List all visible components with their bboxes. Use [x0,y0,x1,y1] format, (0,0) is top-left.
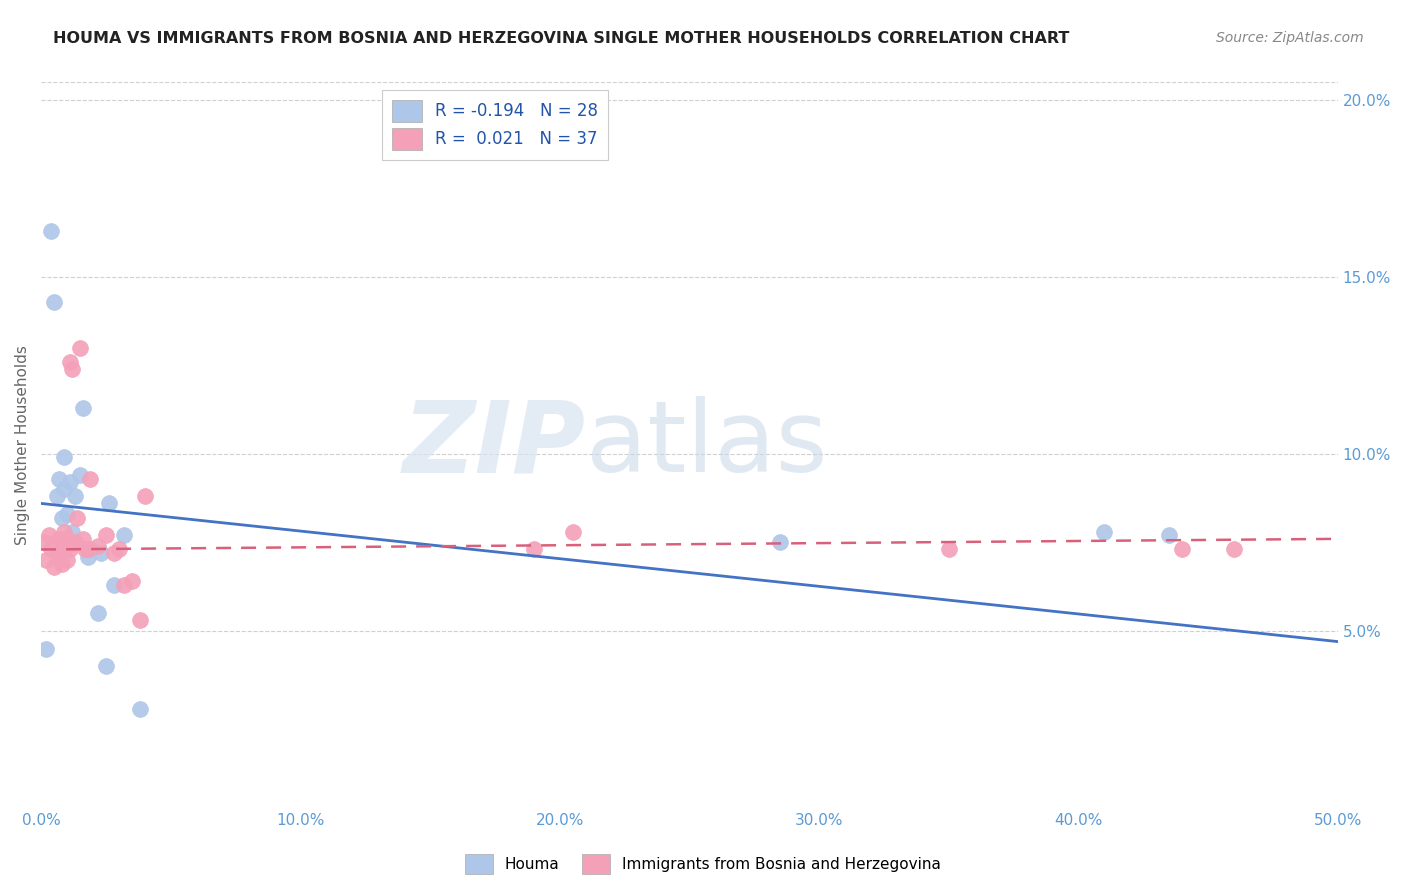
Point [32,535,55,549]
Text: ZIP: ZIP [402,396,586,493]
Point [1092,524,1115,539]
Point [69,468,91,483]
Point [769,535,792,549]
Point [79,542,101,557]
Point [51,557,73,571]
Point [87,539,110,553]
Point [51,510,73,524]
Point [48,549,70,564]
Point [134,489,156,503]
Point [561,524,583,539]
Point [41,542,63,557]
Point [938,542,960,557]
Point [56,539,79,553]
Y-axis label: Single Mother Households: Single Mother Households [15,345,30,545]
Point [97,496,120,510]
Point [103,578,125,592]
Point [108,542,131,557]
Point [53,539,76,553]
Point [59,542,82,557]
Point [79,472,101,486]
Point [60,524,83,539]
Point [87,607,110,621]
Point [59,475,82,490]
Point [128,702,150,716]
Point [523,542,546,557]
Point [35,641,58,656]
Point [128,613,150,627]
Point [45,489,67,503]
Point [75,542,97,557]
Point [112,528,135,542]
Point [56,507,79,521]
Point [76,549,98,564]
Point [53,524,76,539]
Point [42,560,65,574]
Point [1171,542,1194,557]
Point [66,510,89,524]
Point [94,528,117,542]
Point [45,546,67,560]
Point [51,535,73,549]
Point [1159,528,1181,542]
Point [41,224,63,238]
Point [90,546,112,560]
Point [48,472,70,486]
Legend: R = -0.194   N = 28, R =  0.021   N = 37: R = -0.194 N = 28, R = 0.021 N = 37 [382,90,609,160]
Point [63,489,86,503]
Point [56,553,79,567]
Point [72,532,94,546]
Point [69,341,91,355]
Point [48,532,70,546]
Point [59,355,82,369]
Text: atlas: atlas [586,396,827,493]
Point [42,294,65,309]
Point [35,553,58,567]
Point [76,542,98,557]
Point [72,401,94,415]
Point [60,361,83,376]
Point [63,535,86,549]
Text: HOUMA VS IMMIGRANTS FROM BOSNIA AND HERZEGOVINA SINGLE MOTHER HOUSEHOLDS CORRELA: HOUMA VS IMMIGRANTS FROM BOSNIA AND HERZ… [53,31,1070,46]
Legend: Houma, Immigrants from Bosnia and Herzegovina: Houma, Immigrants from Bosnia and Herzeg… [458,848,948,880]
Point [121,574,143,589]
Point [103,546,125,560]
Point [53,483,76,497]
Point [56,532,79,546]
Text: Source: ZipAtlas.com: Source: ZipAtlas.com [1216,31,1364,45]
Point [1223,542,1246,557]
Point [94,659,117,673]
Point [38,528,60,542]
Point [112,578,135,592]
Point [51,539,73,553]
Point [53,450,76,465]
